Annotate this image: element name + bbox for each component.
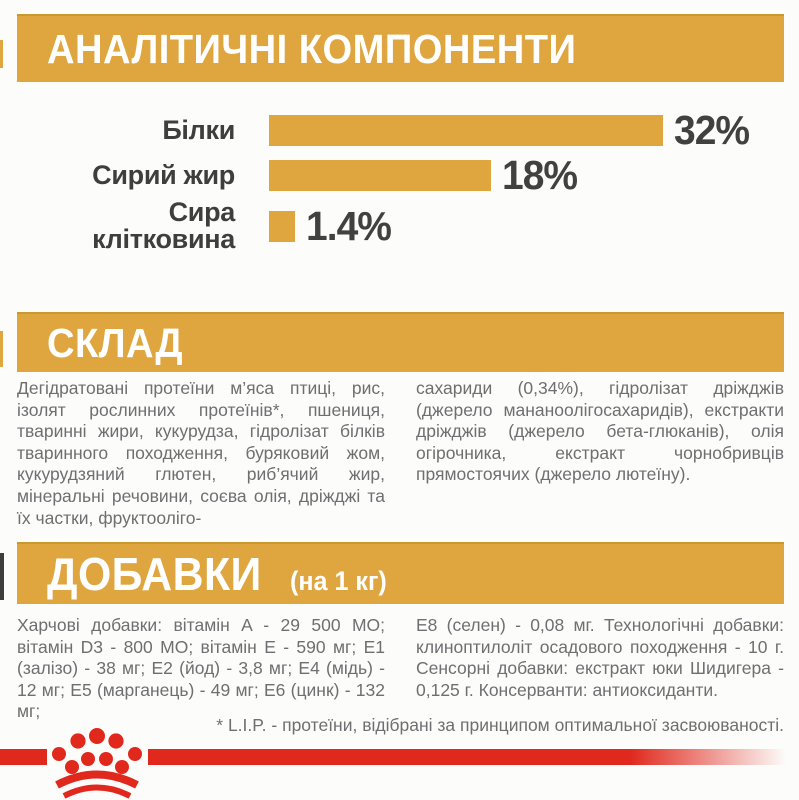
composition-banner: СКЛАД xyxy=(17,312,784,372)
composition-text: Дегідратовані протеїни м’яса птиці, рис,… xyxy=(17,378,784,529)
bar-label: Білки xyxy=(162,114,235,145)
additives-title-suffix: (на 1 кг) xyxy=(289,566,387,596)
left-edge-dark-sliver xyxy=(0,553,4,600)
bar-fill xyxy=(269,114,663,146)
additives-banner: ДОБАВКИ (на 1 кг) xyxy=(17,542,784,604)
red-stripe-left xyxy=(0,749,47,765)
bar-label: Сирий жир xyxy=(92,159,235,190)
chart-row-fat: Сирий жир 18% xyxy=(17,154,581,196)
analytical-components-title: АНАЛІТИЧНІ КОМПОНЕНТИ xyxy=(47,25,577,72)
left-edge-gold-sliver xyxy=(0,40,3,68)
chart-row-fibre: Сира клітковина 1.4% xyxy=(17,198,395,254)
royal-canin-crown-icon xyxy=(52,728,142,799)
bar-fill xyxy=(269,159,491,191)
bar-fill xyxy=(269,210,295,242)
additives-col-right: E8 (селен) - 0,08 мг. Технологічні добав… xyxy=(416,615,784,700)
additives-title-group: ДОБАВКИ (на 1 кг) xyxy=(47,551,394,597)
chart-row-protein: Білки 32% xyxy=(17,108,753,152)
bar-value: 1.4% xyxy=(306,202,392,249)
additives-title: ДОБАВКИ xyxy=(47,548,262,600)
bar-value: 18% xyxy=(501,151,578,198)
composition-col-left: Дегідратовані протеїни м’яса птиці, рис,… xyxy=(17,378,385,528)
additives-text: Харчові добавки: вітамін A - 29 500 МО; … xyxy=(17,615,784,723)
analytical-components-banner: АНАЛІТИЧНІ КОМПОНЕНТИ xyxy=(17,14,784,82)
lip-footnote: * L.I.P. - протеїни, відібрані за принци… xyxy=(216,715,784,735)
composition-title: СКЛАД xyxy=(47,319,184,366)
bar-label: Сира клітковина xyxy=(92,197,235,254)
red-stripe-right-fade xyxy=(148,749,799,765)
bar-value: 32% xyxy=(674,106,750,153)
left-edge-gold-sliver xyxy=(0,331,3,367)
additives-col-left: Харчові добавки: вітамін A - 29 500 МО; … xyxy=(17,615,385,722)
composition-col-right: сахариди (0,34%), гідролізат дріжджів (д… xyxy=(416,378,784,485)
